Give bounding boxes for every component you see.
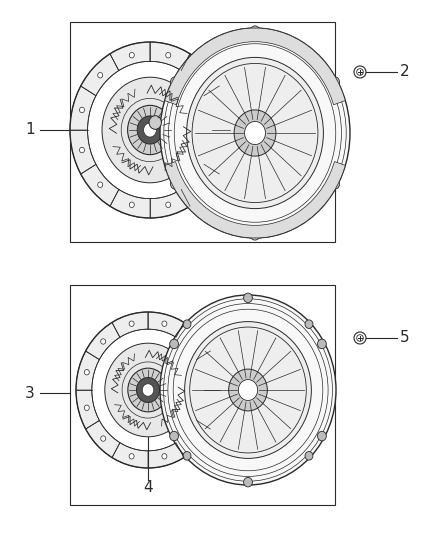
Polygon shape [197,351,220,390]
Ellipse shape [215,147,220,153]
Ellipse shape [234,110,276,156]
Polygon shape [70,130,96,174]
Polygon shape [150,42,190,70]
Ellipse shape [160,28,350,238]
Ellipse shape [187,58,323,208]
Ellipse shape [129,321,134,326]
Ellipse shape [105,343,191,437]
Ellipse shape [137,377,159,402]
Ellipse shape [127,106,173,155]
Ellipse shape [80,107,85,112]
Circle shape [354,66,366,78]
Ellipse shape [160,295,336,485]
Ellipse shape [207,369,212,375]
Circle shape [357,335,363,341]
Polygon shape [112,312,148,337]
Polygon shape [81,54,119,96]
Polygon shape [204,86,230,130]
Circle shape [354,332,366,344]
Ellipse shape [318,431,326,441]
Ellipse shape [305,320,313,328]
Text: 4: 4 [143,481,153,496]
Ellipse shape [185,321,311,458]
Polygon shape [165,161,345,238]
Bar [70,22,335,242]
Ellipse shape [250,230,260,240]
Ellipse shape [238,379,258,400]
Ellipse shape [244,293,252,303]
Ellipse shape [330,179,339,189]
Polygon shape [176,421,210,457]
Ellipse shape [190,339,195,344]
Polygon shape [181,164,219,206]
Ellipse shape [305,451,313,460]
Ellipse shape [101,339,106,344]
Ellipse shape [330,77,339,87]
Ellipse shape [129,202,134,207]
Ellipse shape [318,339,326,349]
Polygon shape [176,322,210,360]
Polygon shape [181,54,219,96]
Polygon shape [76,390,99,429]
Ellipse shape [129,454,134,459]
Polygon shape [148,443,184,468]
Ellipse shape [129,52,134,58]
Ellipse shape [170,179,180,189]
Polygon shape [110,42,150,70]
Ellipse shape [142,384,154,396]
Ellipse shape [84,369,89,375]
Ellipse shape [98,182,103,188]
Ellipse shape [144,123,156,137]
Ellipse shape [80,147,85,153]
Text: 5: 5 [400,330,410,345]
Ellipse shape [128,368,168,412]
Circle shape [357,69,363,75]
Ellipse shape [170,77,180,87]
Polygon shape [165,28,345,105]
Ellipse shape [98,72,103,78]
Polygon shape [150,189,190,218]
Ellipse shape [229,369,267,411]
Ellipse shape [244,122,265,144]
Ellipse shape [162,321,167,326]
Ellipse shape [190,436,195,441]
Ellipse shape [101,436,106,441]
Ellipse shape [250,26,260,36]
Ellipse shape [170,339,178,349]
Ellipse shape [170,431,178,441]
Ellipse shape [149,116,162,130]
Ellipse shape [183,320,191,328]
Polygon shape [86,322,120,360]
Ellipse shape [162,454,167,459]
Polygon shape [197,390,220,429]
Text: 3: 3 [25,385,35,400]
Polygon shape [86,421,120,457]
Bar [70,285,335,505]
Ellipse shape [166,202,171,207]
Polygon shape [112,443,148,468]
Ellipse shape [215,107,220,112]
Ellipse shape [166,52,171,58]
Ellipse shape [183,451,191,460]
Ellipse shape [197,72,202,78]
Ellipse shape [137,116,163,144]
Ellipse shape [84,405,89,410]
Ellipse shape [102,77,198,183]
Ellipse shape [207,405,212,410]
Polygon shape [70,86,96,130]
Text: 2: 2 [400,64,410,79]
Polygon shape [110,189,150,218]
Polygon shape [204,130,230,174]
Polygon shape [81,164,119,206]
Ellipse shape [197,182,202,188]
Text: 1: 1 [25,123,35,138]
Polygon shape [76,351,99,390]
Polygon shape [148,312,184,337]
Ellipse shape [244,478,252,487]
